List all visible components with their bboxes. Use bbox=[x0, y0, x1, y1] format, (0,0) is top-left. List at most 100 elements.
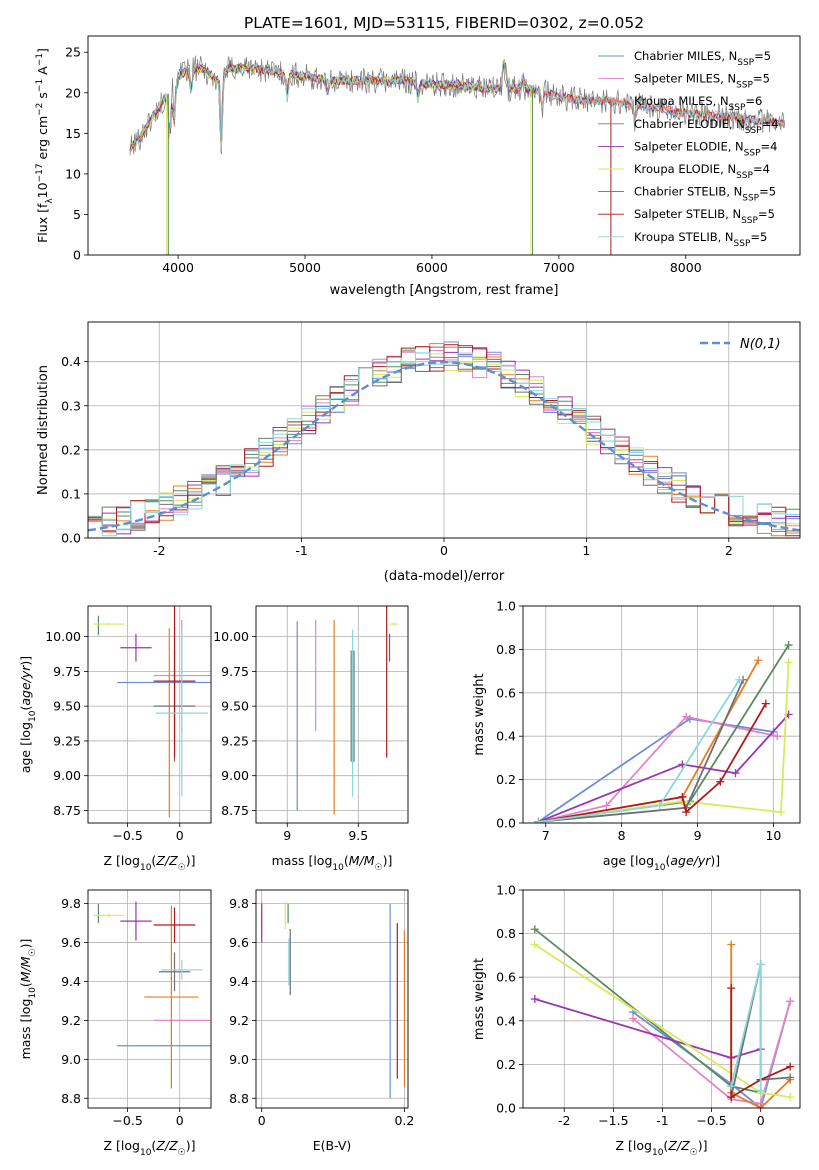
residual-panel: -2 -1 0 1 2 0.0 0.1 0.2 0.3 0.4 (data-model)/error… bbox=[36, 321, 801, 584]
label-part: M/M bbox=[18, 956, 33, 982]
label-part: Salpeter MILES, N bbox=[634, 72, 736, 86]
x-axis-label: age [log10(age/yr)] bbox=[603, 853, 720, 873]
x-tick-label: −1.5 bbox=[598, 1113, 628, 1128]
chart-panels: 4000 5000 6000 7000 80000510152025wavelength… bbox=[18, 35, 801, 1158]
axes-frame bbox=[255, 889, 409, 1109]
label-part: Z [log bbox=[104, 853, 140, 868]
label-part: 10 bbox=[140, 1148, 152, 1158]
label-part: SSP bbox=[737, 58, 754, 68]
y-tick-label: 0.2 bbox=[496, 1057, 516, 1072]
weight-marker bbox=[727, 984, 736, 993]
x-tick-label: -2 bbox=[558, 1113, 570, 1128]
label-part: )] bbox=[698, 1138, 708, 1153]
x-tick-label: 4000 bbox=[162, 260, 194, 275]
x-tick-label: 9.5 bbox=[348, 828, 368, 843]
legend-entry: Chabrier MILES, NSSP=5 bbox=[634, 49, 771, 68]
y-tick-label: 9.6 bbox=[229, 935, 249, 950]
x-axis-label: (data-model)/error bbox=[384, 569, 505, 584]
label-part: 10 bbox=[28, 710, 38, 722]
error-bars bbox=[296, 606, 399, 815]
y-tick-label: 0.4 bbox=[496, 1013, 516, 1028]
label-part: =4 bbox=[753, 162, 770, 176]
y-tick-label: 9.4 bbox=[61, 974, 81, 989]
weight-marker bbox=[716, 777, 725, 786]
weight-marker bbox=[784, 658, 793, 667]
y-tick-label: 0 bbox=[73, 248, 81, 263]
label-part: =5 bbox=[753, 72, 770, 86]
axes-frame bbox=[255, 605, 409, 824]
label-part: =5 bbox=[758, 207, 775, 221]
y-tick-label: 25 bbox=[65, 45, 81, 60]
label-part: Kroupa STELIB, N bbox=[634, 230, 734, 244]
weight-marker bbox=[727, 1093, 736, 1102]
label-part: =5 bbox=[759, 185, 776, 199]
weight-marker bbox=[754, 656, 763, 665]
label-part: Chabrier MILES, N bbox=[634, 49, 737, 63]
label-part: Z [log bbox=[104, 1138, 140, 1153]
legend-entry: Chabrier STELIB, NSSP=5 bbox=[634, 185, 776, 204]
x-tick-label: −0.5 bbox=[112, 1113, 142, 1128]
label-part: SSP bbox=[736, 171, 753, 181]
weight-marker bbox=[682, 712, 691, 721]
y-tick-label: 0.8 bbox=[496, 926, 516, 941]
legend-entry: Kroupa ELODIE, NSSP=4 bbox=[634, 162, 770, 181]
histograms bbox=[88, 341, 800, 537]
axes-frame bbox=[522, 605, 801, 824]
legend-entry: Salpeter ELODIE, NSSP=4 bbox=[634, 139, 777, 158]
label-part: Salpeter ELODIE, N bbox=[634, 139, 744, 153]
label-part: =5 bbox=[750, 230, 767, 244]
weight-marker bbox=[735, 675, 744, 684]
label-part: =4 bbox=[762, 117, 779, 131]
label-part: 10 bbox=[332, 863, 344, 873]
y-axis-label: Flux [fλ10−17 erg cm−2 s−1 A−1] bbox=[35, 48, 55, 243]
label-part: −1 bbox=[35, 79, 45, 92]
label-part: =4 bbox=[761, 139, 778, 153]
spectrum-lines bbox=[129, 55, 786, 255]
weight-marker bbox=[784, 641, 793, 650]
label-part: SSP bbox=[734, 239, 751, 249]
y-tick-label: 9.8 bbox=[61, 896, 81, 911]
x-tick-label: 8000 bbox=[670, 260, 702, 275]
weight-lines bbox=[534, 641, 793, 823]
weight-marker bbox=[777, 808, 786, 817]
histogram-series bbox=[88, 352, 800, 537]
error-bars bbox=[93, 901, 211, 1089]
y-tick-label: 9.8 bbox=[229, 896, 249, 911]
label-part: =5 bbox=[754, 49, 771, 63]
y-tick-label: 15 bbox=[65, 126, 81, 141]
label-part: ☉ bbox=[178, 863, 186, 873]
legend-entry: N(0,1) bbox=[740, 337, 781, 352]
x-tick-label: 2 bbox=[725, 543, 733, 558]
y-tick-label: 10 bbox=[65, 166, 81, 181]
y-tick-label: 8.8 bbox=[229, 1091, 249, 1106]
y-tick-label: 0.2 bbox=[61, 442, 81, 457]
x-tick-label: -2 bbox=[153, 543, 165, 558]
figure-title: PLATE=1601, MJD=53115, FIBERID=0302, z=0… bbox=[244, 14, 644, 32]
y-tick-label: 9.75 bbox=[221, 664, 249, 679]
label-part: −17 bbox=[35, 163, 45, 182]
label-part: Chabrier ELODIE, N bbox=[634, 117, 745, 131]
label-part: ☉ bbox=[690, 1148, 698, 1158]
label-part: ☉ bbox=[178, 1148, 186, 1158]
y-axis-label: mass weight bbox=[472, 673, 487, 755]
y-tick-label: 8.75 bbox=[53, 803, 81, 818]
weight-line bbox=[538, 659, 760, 823]
label-part: SSP bbox=[744, 148, 761, 158]
axes-frame bbox=[522, 889, 801, 1109]
spectrum-panel: 4000 5000 6000 7000 8000 0 5 10 15 20 25 wavelength… bbox=[35, 35, 801, 298]
x-tick-label: -1 bbox=[295, 543, 307, 558]
y-tick-label: 9.25 bbox=[53, 733, 81, 748]
x-axis-label: wavelength [Angstrom, rest frame] bbox=[330, 283, 559, 298]
label-part: ( bbox=[18, 706, 33, 711]
x-axis-label: mass [log10(M/M☉)] bbox=[272, 853, 393, 873]
y-tick-label: 20 bbox=[65, 85, 81, 100]
weight-line bbox=[537, 713, 790, 823]
weight-line bbox=[534, 928, 761, 1094]
legend-entry: Chabrier ELODIE, NSSP=4 bbox=[634, 117, 779, 136]
y-tick-label: 0.4 bbox=[496, 729, 516, 744]
label-part: ( bbox=[151, 1138, 156, 1153]
weight-marker bbox=[756, 1086, 765, 1095]
weight-marker bbox=[731, 769, 740, 778]
